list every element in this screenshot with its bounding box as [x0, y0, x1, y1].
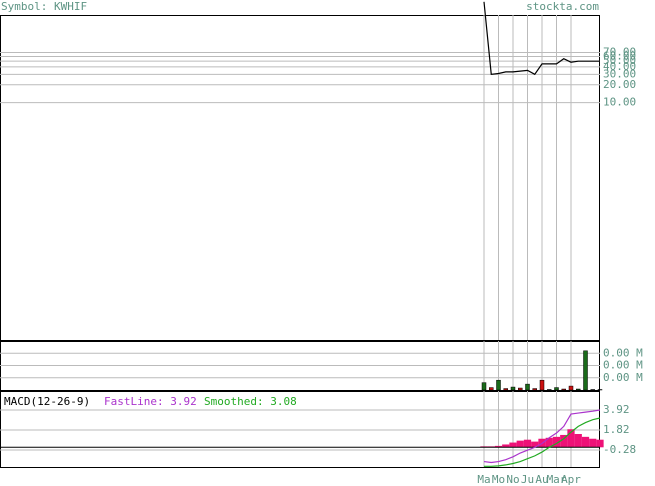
histogram-bar	[502, 444, 510, 448]
histogram-bar	[560, 434, 568, 448]
histogram-bar	[494, 445, 503, 448]
volume-bar	[481, 382, 487, 391]
panel-frame	[0, 15, 600, 341]
volume-bar	[510, 386, 516, 391]
volume-bar	[496, 379, 501, 391]
legend-fast: FastLine: 3.92	[104, 395, 197, 408]
volume-bar	[518, 387, 523, 391]
volume-bar	[525, 383, 530, 391]
histogram-bar	[581, 436, 590, 448]
y-tick-label: 60.00	[603, 49, 636, 62]
x-tick-label: Apr	[561, 473, 581, 486]
y-tick-label: 70.00	[603, 46, 636, 59]
volume-bar	[489, 387, 494, 391]
x-tick-label: Ma	[477, 473, 490, 486]
volume-bar	[503, 388, 508, 391]
histogram-bar	[574, 433, 582, 448]
macd-line	[483, 409, 600, 464]
y-tick-label: 0.00 M	[603, 371, 643, 384]
y-tick-label: 50.00	[603, 54, 636, 67]
y-tick-label: 20.00	[603, 78, 636, 91]
histogram-bar	[567, 429, 575, 448]
x-tick-label: Au	[535, 473, 548, 486]
histogram-bar	[589, 438, 597, 448]
volume-bar	[539, 379, 545, 391]
volume-bar	[561, 388, 566, 391]
site: stockta.com	[526, 0, 599, 13]
histogram-bar	[523, 439, 532, 448]
y-tick-label: 0.00 M	[603, 346, 643, 359]
y-tick-label: 30.00	[603, 67, 636, 80]
histogram-bar	[552, 436, 561, 448]
histogram-bar	[509, 442, 517, 448]
volume-bar	[554, 387, 559, 391]
y-tick-label: 3.92	[603, 403, 630, 416]
macd-line	[484, 417, 600, 467]
legend-smooth: Smoothed: 3.08	[204, 395, 297, 408]
x-tick-label: Ju	[521, 473, 534, 486]
x-tick-label: No	[506, 473, 519, 486]
y-tick-label: 40.00	[603, 60, 636, 73]
symbol: Symbol: KWHIF	[1, 0, 87, 13]
volume-bar	[532, 388, 537, 391]
volume-bar	[583, 350, 588, 391]
y-tick-label: 10.00	[603, 96, 636, 109]
price-line	[483, 1, 600, 76]
histogram-bar	[516, 440, 524, 448]
x-tick-label: Mar	[547, 473, 567, 486]
histogram-bar	[596, 439, 604, 448]
histogram-bar	[531, 441, 539, 448]
volume-bar	[568, 385, 574, 391]
y-tick-label: 1.82	[603, 423, 630, 436]
y-tick-label: -0.28	[603, 443, 636, 456]
volume-bar	[576, 388, 581, 391]
x-tick-label: Mo	[492, 473, 505, 486]
histogram-bar	[545, 437, 553, 448]
y-tick-label: 0.00 M	[603, 359, 643, 372]
macd-title: MACD(12-26-9)	[4, 395, 90, 408]
